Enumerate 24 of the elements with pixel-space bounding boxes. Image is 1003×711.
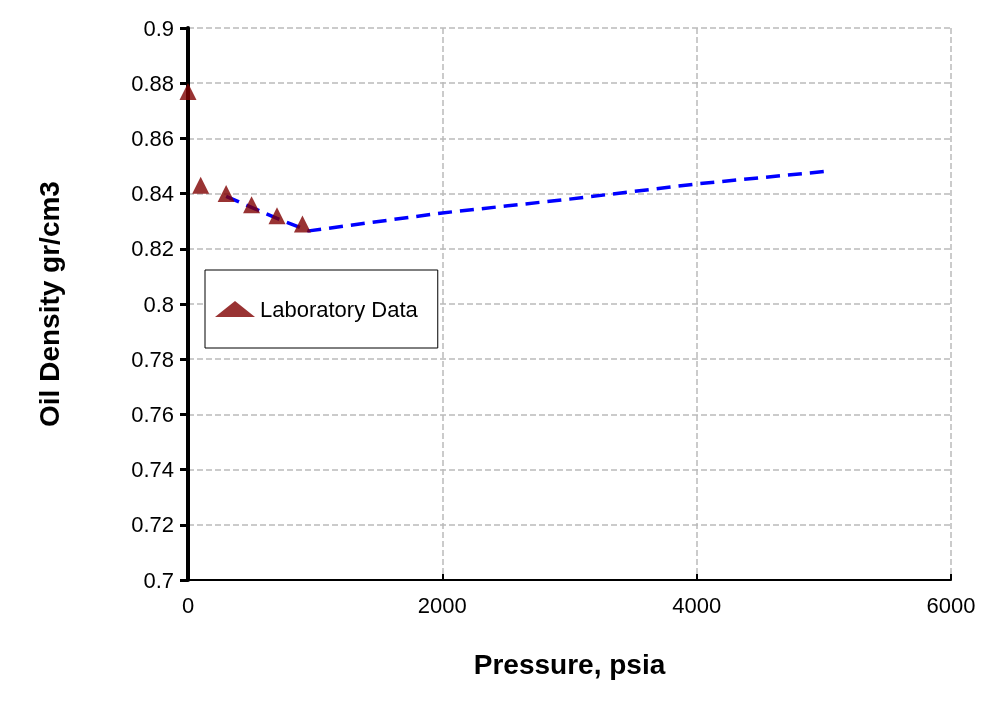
x-tick-label: 2000 — [417, 592, 467, 618]
y-tick-label: 0.9 — [143, 15, 174, 41]
y-tick-label: 0.78 — [131, 346, 174, 372]
point — [293, 215, 311, 233]
y-axis-title: Oil Density gr/cm3 — [33, 181, 65, 427]
x-tick-label: 0 — [181, 592, 195, 618]
point — [268, 207, 286, 225]
x-tick-label: 4000 — [672, 592, 722, 618]
legend-label: Laboratory Data — [260, 296, 419, 322]
y-tick-label: 0.74 — [131, 457, 174, 483]
y-tick-label: 0.72 — [131, 512, 174, 538]
y-tick-label: 0.82 — [131, 236, 174, 262]
x-tick-label: 6000 — [926, 592, 976, 618]
y-tick-label: 0.76 — [131, 401, 174, 427]
y-tick-label: 0.86 — [131, 125, 174, 151]
y-tick-label: 0.8 — [143, 291, 174, 317]
y-tick-label: 0.7 — [143, 567, 174, 593]
y-tick-label: 0.84 — [131, 181, 174, 207]
point — [179, 82, 197, 100]
x-axis-title: Pressure, psia — [473, 648, 666, 680]
y-tick-label: 0.88 — [131, 70, 174, 96]
point — [243, 196, 261, 214]
point — [192, 176, 210, 194]
point — [217, 185, 235, 203]
